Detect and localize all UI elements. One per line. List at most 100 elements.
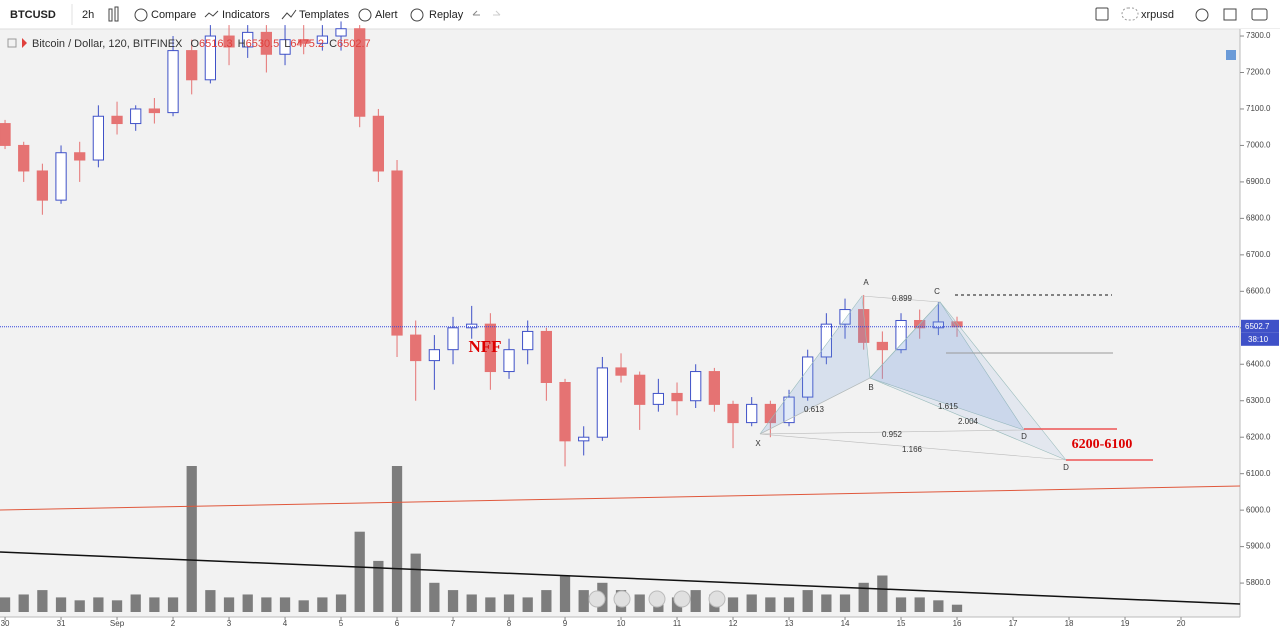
candle-body xyxy=(335,28,347,37)
volume-bar xyxy=(55,597,67,612)
candle-body xyxy=(204,35,217,81)
x-tick-label: 10 xyxy=(617,619,626,628)
y-tick-label: 6200.0 xyxy=(1246,432,1271,441)
interval[interactable]: 2h xyxy=(82,9,94,21)
alert-button[interactable]: Alert xyxy=(375,9,398,21)
candle-body xyxy=(466,323,478,329)
layout-name[interactable]: xrpusd xyxy=(1141,9,1174,21)
volume-bar xyxy=(578,590,589,612)
volume-bar xyxy=(410,553,421,612)
candle-body xyxy=(895,319,907,351)
candle-body xyxy=(18,144,30,172)
trend-line xyxy=(0,485,1241,511)
candle-body xyxy=(727,403,739,424)
settings-button[interactable] xyxy=(1195,8,1209,22)
x-tick-label: 18 xyxy=(1065,619,1074,628)
compare-icon xyxy=(134,8,148,22)
volume-bar xyxy=(821,594,832,612)
volume-bar xyxy=(111,600,123,612)
snapshot-button[interactable] xyxy=(1251,8,1268,21)
maximize-button[interactable] xyxy=(1223,8,1237,21)
volume-bar xyxy=(18,594,29,612)
legend-key: H xyxy=(238,38,246,50)
volume-bar xyxy=(634,594,645,612)
replay-button[interactable]: Replay xyxy=(429,9,464,21)
candle-body xyxy=(578,436,590,442)
chart-type-icon[interactable] xyxy=(108,8,113,22)
templates-button[interactable]: Templates xyxy=(299,9,350,21)
candle-body xyxy=(36,170,49,201)
zoom-out[interactable] xyxy=(588,590,606,608)
y-tick-label: 6000.0 xyxy=(1246,505,1271,514)
x-tick-label: 6 xyxy=(395,619,400,628)
volume-bar xyxy=(373,560,384,612)
volume-bar xyxy=(727,597,739,612)
x-tick-label: 13 xyxy=(785,619,794,628)
undo-button[interactable] xyxy=(472,10,480,16)
candle-body xyxy=(652,392,664,405)
candle-body xyxy=(858,309,870,343)
x-tick-label: 11 xyxy=(673,619,682,628)
legend-title: Bitcoin / Dollar, 120, BITFINEX xyxy=(32,38,183,50)
candle-body xyxy=(186,50,198,81)
volume-bar xyxy=(895,597,907,612)
candle-body xyxy=(428,349,440,362)
volume-bar xyxy=(279,597,291,612)
x-tick-label: 4 xyxy=(283,619,288,628)
scroll-left[interactable] xyxy=(648,590,666,608)
candle-body xyxy=(671,392,683,402)
volume-bar xyxy=(242,594,253,612)
scroll-right[interactable] xyxy=(673,590,691,608)
volume-bar xyxy=(951,604,963,612)
x-tick-label: 31 xyxy=(57,619,66,628)
candle-body xyxy=(839,309,851,325)
templates-icon xyxy=(281,9,297,20)
indicators-button[interactable]: Indicators xyxy=(222,9,270,21)
alert-marker[interactable] xyxy=(1226,50,1236,60)
x-tick-label: 30 xyxy=(1,619,10,628)
x-tick-label: 2 xyxy=(171,619,176,628)
candle-body xyxy=(298,39,310,44)
chart-type-icon xyxy=(114,6,119,22)
last-price-label: 6502.7 xyxy=(1245,322,1270,331)
last-price-box xyxy=(1241,319,1279,333)
x-tick-label: 17 xyxy=(1009,619,1018,628)
pattern-point: D xyxy=(1021,432,1027,441)
candle-body xyxy=(354,28,366,117)
redo-button[interactable] xyxy=(493,10,501,16)
x-tick-label: 9 xyxy=(563,619,568,628)
volume-bar xyxy=(914,597,925,612)
legend-key: L xyxy=(284,38,290,50)
pattern-point: C xyxy=(934,287,940,296)
ratio-lines xyxy=(759,295,1067,461)
candle-body xyxy=(130,108,142,125)
volume-bar xyxy=(298,600,309,612)
fullscreen-button[interactable] xyxy=(1095,7,1109,21)
candle-body xyxy=(316,35,328,44)
zoom-in[interactable] xyxy=(613,590,631,608)
volume-bar xyxy=(149,597,160,612)
candle-body xyxy=(279,39,291,55)
volume-bar xyxy=(802,590,813,612)
collapse-icon[interactable] xyxy=(7,38,17,48)
y-tick-label: 7100.0 xyxy=(1246,104,1271,113)
candle-body xyxy=(0,123,11,146)
exchange-icon xyxy=(22,38,27,48)
reset-chart[interactable] xyxy=(708,590,726,608)
replay-icon xyxy=(410,8,424,22)
legend-key: C xyxy=(329,38,337,50)
y-tick-label: 6300.0 xyxy=(1246,396,1271,405)
plot xyxy=(0,21,963,612)
y-tick-label: 6700.0 xyxy=(1246,250,1271,259)
annotation: 6200-6100 xyxy=(1072,437,1133,452)
candle-body xyxy=(148,108,161,114)
compare-button[interactable]: Compare xyxy=(151,9,196,21)
legend-value: 6475.2 xyxy=(290,38,324,50)
volume-bar xyxy=(783,597,795,612)
y-tick-label: 7300.0 xyxy=(1246,31,1271,40)
candle-body xyxy=(932,321,944,329)
y-tick-label: 6400.0 xyxy=(1246,359,1271,368)
navigation-controls xyxy=(588,590,726,608)
volume-bar xyxy=(317,597,328,612)
symbol[interactable]: BTCUSD xyxy=(10,9,56,21)
